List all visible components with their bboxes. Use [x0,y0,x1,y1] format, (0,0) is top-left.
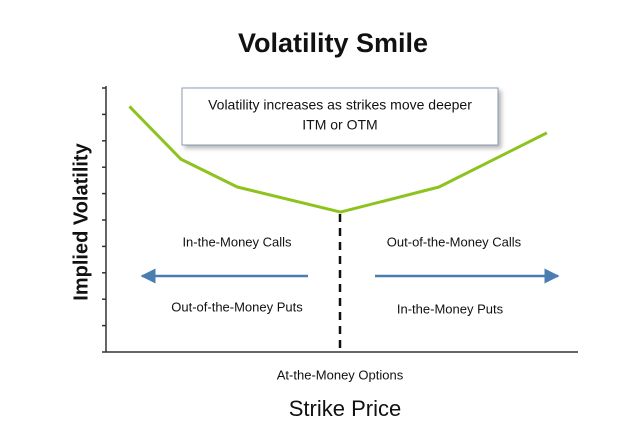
y-axis-label: Implied Volatility [70,142,92,300]
annotation: Out-of-the-Money Puts [171,299,303,314]
plot [102,87,548,353]
callout-text: Volatility increases as strikes move dee… [208,97,472,113]
callout-text: ITM or OTM [302,117,377,133]
annotation: In-the-Money Calls [182,234,292,249]
annotation: In-the-Money Puts [397,301,504,316]
atm-label: At-the-Money Options [277,367,404,382]
chart-title: Volatility Smile [238,28,428,58]
callout-box [181,87,499,146]
annotation: Out-of-the-Money Calls [387,234,522,249]
x-axis-label: Strike Price [289,396,401,421]
smile-curve [128,105,548,214]
